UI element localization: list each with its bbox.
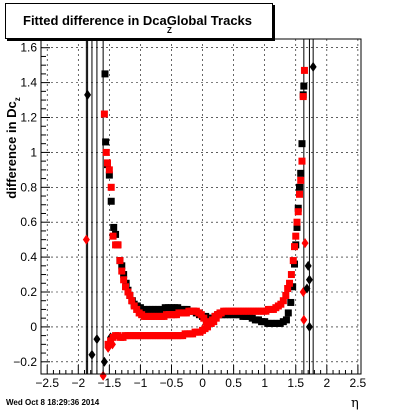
y-axis-label-main: difference in Dc: [4, 101, 19, 199]
data-points: [82, 61, 317, 381]
y-tick-label: 1.4: [20, 76, 37, 90]
data-point-square: [110, 223, 118, 231]
data-point-square: [300, 66, 308, 74]
data-point-diamond: [304, 260, 312, 271]
data-point-square: [282, 291, 290, 299]
y-tick-label: 0.4: [20, 250, 37, 264]
y-tick-label: 0.6: [20, 215, 37, 229]
y-tick-label: 0: [30, 320, 37, 334]
y-axis-label: difference in Dcz: [4, 97, 22, 199]
x-tick-label: −1.5: [97, 376, 121, 390]
chart-title-main: Fitted difference in Dca: [23, 13, 167, 28]
data-point-square: [100, 110, 108, 118]
data-point-square: [291, 243, 299, 251]
data-point-square: [109, 232, 117, 240]
x-tick-label: 0.5: [225, 376, 242, 390]
x-tick-label: 2: [323, 376, 330, 390]
data-point-square: [292, 232, 300, 240]
data-point-square: [118, 267, 126, 275]
tick-labels: −2.5 −2 −1.5 −1 −0.5 0 0.5 1 1.5 2 2.5 −0.2 0 0.2 0.4 0…: [13, 41, 366, 390]
data-point-square: [293, 223, 301, 231]
x-tick-label: 1.5: [287, 376, 304, 390]
data-point-square: [297, 169, 305, 177]
x-tick-label: −2.5: [35, 376, 59, 390]
timestamp: Wed Oct 8 18:29:36 2014: [6, 398, 100, 407]
data-point-diamond: [84, 89, 92, 100]
data-point-diamond: [100, 356, 108, 367]
data-point-square: [114, 241, 122, 249]
plot-frame: [40, 38, 362, 375]
data-point-square: [293, 218, 301, 226]
data-point-square: [103, 159, 111, 167]
y-tick-label: 0.2: [20, 285, 37, 299]
data-point-square: [122, 283, 130, 291]
data-point-square: [116, 257, 124, 265]
x-tick-label: 2.5: [350, 376, 367, 390]
data-point-square: [295, 190, 303, 198]
data-point-square: [294, 208, 302, 216]
y-tick-label: −0.2: [13, 355, 37, 369]
data-point-square: [286, 279, 294, 287]
data-point-diamond: [305, 274, 313, 285]
x-axis-label: η: [351, 396, 359, 411]
y-tick-label: 0.8: [20, 180, 37, 194]
data-point-square: [126, 291, 134, 299]
chart-title-subscript: Z: [167, 26, 172, 35]
data-point-square: [102, 148, 110, 156]
data-point-diamond: [99, 370, 107, 381]
data-point-square: [128, 297, 136, 305]
x-tick-label: −1: [134, 376, 148, 390]
data-point-diamond: [309, 61, 317, 72]
data-point-square: [118, 262, 126, 270]
data-point-square: [298, 157, 306, 165]
y-tick-label: 1.2: [20, 111, 37, 125]
data-point-diamond: [300, 314, 308, 325]
data-point-square: [300, 82, 308, 90]
chart-title-suffix: Global Tracks: [166, 13, 253, 28]
data-point-square: [107, 183, 115, 191]
axis-ticks: [41, 47, 359, 374]
data-point-square: [284, 285, 292, 293]
data-point-square: [287, 271, 295, 279]
data-point-diamond: [303, 283, 311, 294]
data-point-square: [102, 138, 110, 146]
y-tick-label: 1: [30, 145, 37, 159]
data-point-square: [107, 197, 115, 205]
data-point-diamond: [88, 349, 96, 360]
data-point-square: [295, 183, 303, 191]
data-point-square: [282, 316, 290, 324]
data-point-square: [289, 257, 297, 265]
data-point-square: [279, 297, 287, 305]
data-point-square: [216, 309, 224, 317]
data-point-square: [105, 171, 113, 179]
x-tick-label: 0: [199, 376, 206, 390]
data-point-square: [101, 70, 109, 78]
data-point-square: [284, 309, 292, 317]
data-point-diamond: [82, 234, 90, 245]
x-tick-label: 1: [261, 376, 268, 390]
chart-title: Fitted difference in DcaGlobal Tracks: [23, 13, 252, 28]
data-point-square: [287, 298, 295, 306]
data-point-square: [297, 176, 305, 184]
y-axis-label-subscript: z: [13, 97, 22, 101]
data-point-diamond: [301, 238, 309, 249]
data-point-square: [299, 93, 307, 101]
data-point-diamond: [305, 321, 313, 332]
x-tick-label: −0.5: [160, 376, 184, 390]
data-point-square: [298, 140, 306, 148]
data-point-square: [105, 166, 113, 174]
data-point-diamond: [93, 334, 101, 345]
data-point-square: [120, 276, 128, 284]
y-tick-label: 1.6: [20, 41, 37, 55]
x-tick-label: −2: [71, 376, 85, 390]
chart-title-box: Fitted difference in DcaGlobal Tracks Z: [5, 3, 273, 39]
